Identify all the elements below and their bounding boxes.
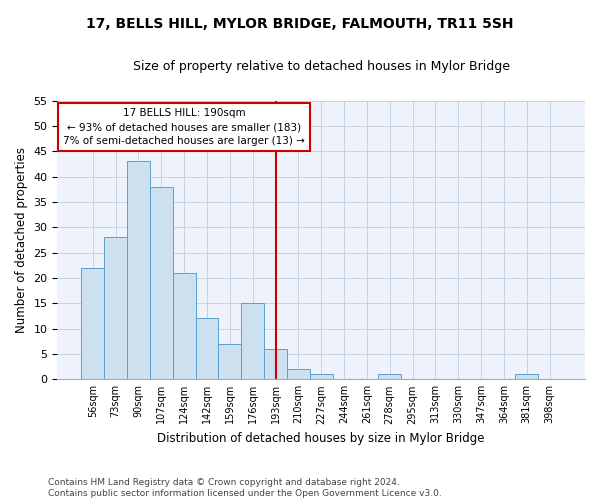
Bar [218, 344, 241, 380]
Title: Size of property relative to detached houses in Mylor Bridge: Size of property relative to detached ho… [133, 60, 510, 73]
Bar [127, 162, 150, 380]
Bar [287, 369, 310, 380]
Bar [150, 186, 173, 380]
Bar [196, 318, 218, 380]
Y-axis label: Number of detached properties: Number of detached properties [15, 147, 28, 333]
X-axis label: Distribution of detached houses by size in Mylor Bridge: Distribution of detached houses by size … [157, 432, 485, 445]
Bar [310, 374, 332, 380]
Bar [379, 374, 401, 380]
Text: 17, BELLS HILL, MYLOR BRIDGE, FALMOUTH, TR11 5SH: 17, BELLS HILL, MYLOR BRIDGE, FALMOUTH, … [86, 18, 514, 32]
Bar [264, 349, 287, 380]
Text: 17 BELLS HILL: 190sqm
← 93% of detached houses are smaller (183)
7% of semi-deta: 17 BELLS HILL: 190sqm ← 93% of detached … [63, 108, 305, 146]
Bar [173, 273, 196, 380]
Bar [515, 374, 538, 380]
Bar [104, 238, 127, 380]
Bar [82, 268, 104, 380]
Text: Contains HM Land Registry data © Crown copyright and database right 2024.
Contai: Contains HM Land Registry data © Crown c… [48, 478, 442, 498]
Bar [241, 304, 264, 380]
